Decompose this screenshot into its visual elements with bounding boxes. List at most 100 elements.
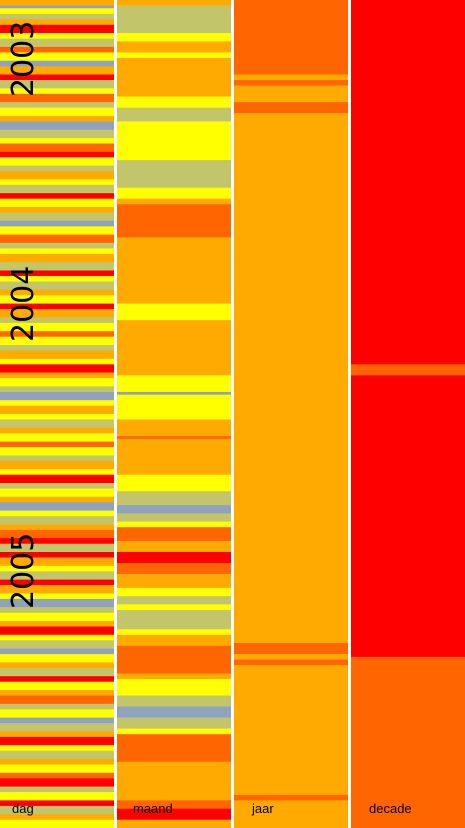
- segment-dag-82: [0, 557, 114, 567]
- segment-dag-73: [0, 496, 114, 503]
- segment-maand-29: [117, 540, 231, 553]
- segment-dag-8: [0, 46, 114, 53]
- segment-dag-12: [0, 74, 114, 81]
- segment-jaar-4: [234, 102, 348, 114]
- segment-dag-111: [0, 759, 114, 765]
- column-jaar: [234, 0, 348, 828]
- segment-dag-68: [0, 460, 114, 470]
- segment-dag-5: [0, 24, 114, 34]
- segment-dag-63: [0, 427, 114, 434]
- segment-dag-53: [0, 358, 114, 365]
- segment-dag-28: [0, 184, 114, 194]
- segment-dag-72: [0, 488, 114, 498]
- column-label-dag: dag: [12, 801, 34, 816]
- segment-dag-92: [0, 626, 114, 636]
- segment-dag-51: [0, 345, 114, 351]
- segment-dag-10: [0, 60, 114, 67]
- segment-maand-17: [117, 375, 231, 393]
- segment-dag-97: [0, 662, 114, 669]
- segment-dag-94: [0, 640, 114, 649]
- segment-dag-40: [0, 270, 114, 277]
- segment-maand-15: [117, 303, 231, 321]
- segment-dag-50: [0, 336, 114, 346]
- segment-maand-50: [117, 819, 231, 828]
- segment-dag-29: [0, 193, 114, 200]
- segment-maand-41: [117, 678, 231, 696]
- segment-maand-43: [117, 706, 231, 718]
- segment-maand-25: [117, 505, 231, 514]
- segment-maand-28: [117, 527, 231, 542]
- segment-dag-3: [0, 13, 114, 20]
- segment-dag-46: [0, 309, 114, 318]
- segment-dag-116: [0, 792, 114, 801]
- segment-dag-105: [0, 717, 114, 724]
- segment-dag-86: [0, 585, 114, 594]
- segment-maand-30: [117, 552, 231, 564]
- segment-dag-32: [0, 212, 114, 222]
- segment-dag-19: [0, 121, 114, 131]
- segment-dag-27: [0, 179, 114, 186]
- segment-dag-101: [0, 690, 114, 696]
- segment-jaar-11: [234, 800, 348, 828]
- segment-maand-3: [117, 41, 231, 53]
- segment-dag-6: [0, 33, 114, 39]
- segment-jaar-9: [234, 665, 348, 796]
- segment-jaar-1: [234, 74, 348, 81]
- segment-dag-4: [0, 19, 114, 26]
- segment-dag-79: [0, 538, 114, 545]
- segment-dag-16: [0, 102, 114, 108]
- year-label-2003: 2003: [6, 20, 41, 97]
- segment-decade-4: [351, 656, 465, 828]
- segment-decade-1: [351, 364, 465, 376]
- segment-dag-42: [0, 281, 114, 291]
- segment-maand-32: [117, 574, 231, 589]
- segment-dag-93: [0, 634, 114, 641]
- segment-dag-33: [0, 220, 114, 227]
- segment-maand-19: [117, 394, 231, 420]
- segment-dag-25: [0, 165, 114, 172]
- segment-dag-67: [0, 455, 114, 462]
- segment-decade-2: [351, 375, 465, 382]
- segment-dag-112: [0, 764, 114, 774]
- segment-dag-23: [0, 151, 114, 158]
- segment-dag-37: [0, 248, 114, 255]
- segment-jaar-7: [234, 654, 348, 660]
- segment-dag-77: [0, 524, 114, 531]
- segment-maand-49: [117, 808, 231, 821]
- segment-dag-87: [0, 593, 114, 600]
- segment-dag-54: [0, 364, 114, 373]
- segment-dag-59: [0, 400, 114, 407]
- segment-dag-118: [0, 805, 114, 815]
- segment-dag-117: [0, 800, 114, 807]
- segment-maand-48: [117, 800, 231, 809]
- segment-maand-22: [117, 438, 231, 476]
- segment-dag-7: [0, 38, 114, 48]
- segment-dag-96: [0, 654, 114, 663]
- segment-maand-34: [117, 596, 231, 605]
- segment-jaar-8: [234, 659, 348, 666]
- segment-maand-16: [117, 320, 231, 376]
- segment-dag-90: [0, 612, 114, 622]
- segment-maand-35: [117, 604, 231, 611]
- segment-dag-100: [0, 681, 114, 691]
- segment-maand-9: [117, 126, 231, 161]
- segment-maand-20: [117, 419, 231, 437]
- column-label-decade: decade: [369, 801, 412, 816]
- segment-dag-103: [0, 703, 114, 710]
- segment-dag-49: [0, 331, 114, 338]
- segment-maand-23: [117, 474, 231, 492]
- segment-maand-26: [117, 513, 231, 522]
- segment-dag-15: [0, 93, 114, 103]
- segment-dag-107: [0, 731, 114, 738]
- column-maand: [117, 0, 231, 828]
- segment-maand-39: [117, 645, 231, 674]
- segment-dag-80: [0, 543, 114, 553]
- year-label-2004: 2004: [6, 265, 41, 342]
- segment-jaar-2: [234, 80, 348, 86]
- segment-maand-33: [117, 587, 231, 597]
- segment-dag-69: [0, 469, 114, 476]
- segment-dag-38: [0, 253, 114, 263]
- segment-dag-70: [0, 474, 114, 484]
- segment-dag-83: [0, 565, 114, 572]
